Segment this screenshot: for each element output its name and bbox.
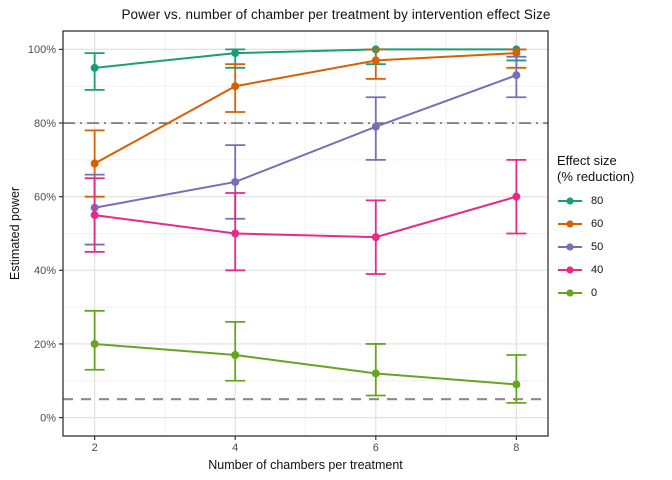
legend-key-point bbox=[566, 220, 574, 228]
legend-label: 60 bbox=[591, 218, 604, 230]
legend-title-line1: Effect size bbox=[557, 153, 617, 168]
series-line-0 bbox=[94, 342, 517, 386]
data-point-50 bbox=[512, 71, 521, 80]
y-tick-label: 60% bbox=[34, 191, 56, 203]
data-point-80 bbox=[90, 63, 99, 72]
legend-item-50: 50 bbox=[557, 240, 669, 254]
data-point-60 bbox=[231, 82, 240, 91]
chart-title: Power vs. number of chamber per treatmen… bbox=[121, 7, 551, 22]
panel-border bbox=[62, 30, 549, 437]
y-tick-label: 100% bbox=[28, 44, 56, 56]
legend-key-icon bbox=[558, 243, 582, 251]
y-tick-label: 40% bbox=[34, 265, 56, 277]
x-axis-title: Number of chambers per treatment bbox=[208, 458, 403, 472]
legend-title-line2: (% reduction) bbox=[557, 169, 635, 184]
data-point-50 bbox=[371, 122, 380, 131]
legend-key-icon bbox=[558, 266, 582, 274]
data-point-80 bbox=[231, 49, 240, 58]
legend: Effect size (% reduction) 80 60 50 40 0 bbox=[557, 153, 669, 309]
legend-label: 0 bbox=[591, 287, 598, 299]
y-tick-label: 80% bbox=[34, 118, 56, 130]
data-point-0 bbox=[231, 351, 240, 359]
legend-item-0: 0 bbox=[557, 286, 669, 300]
data-point-40 bbox=[90, 211, 99, 220]
legend-item-80: 80 bbox=[557, 194, 669, 208]
data-point-0 bbox=[512, 380, 521, 389]
data-point-0 bbox=[371, 369, 380, 378]
data-point-40 bbox=[512, 192, 521, 201]
legend-label: 40 bbox=[591, 264, 604, 276]
legend-label: 50 bbox=[591, 241, 604, 253]
data-point-60 bbox=[512, 49, 521, 58]
legend-title: Effect size (% reduction) bbox=[557, 153, 669, 185]
x-tick-label: 2 bbox=[92, 442, 98, 454]
series-line-60 bbox=[94, 52, 517, 165]
legend-key-icon bbox=[558, 289, 582, 297]
legend-key-icon bbox=[558, 220, 582, 228]
legend-key-point bbox=[566, 197, 574, 205]
series-line-40 bbox=[94, 195, 517, 239]
legend-item-60: 60 bbox=[557, 217, 669, 231]
legend-items: 80 60 50 40 0 bbox=[557, 194, 669, 300]
x-tick-label: 8 bbox=[513, 442, 519, 454]
series-line-50 bbox=[94, 74, 517, 209]
data-point-0 bbox=[90, 339, 99, 348]
data-point-60 bbox=[371, 56, 380, 65]
series-line-80 bbox=[94, 48, 517, 69]
legend-item-40: 40 bbox=[557, 263, 669, 277]
x-tick-label: 4 bbox=[232, 442, 238, 454]
data-point-40 bbox=[371, 233, 380, 242]
legend-key-point bbox=[566, 289, 574, 297]
legend-key-point bbox=[566, 266, 574, 274]
data-point-50 bbox=[231, 177, 240, 186]
legend-label: 80 bbox=[591, 195, 604, 207]
data-point-40 bbox=[231, 229, 240, 238]
data-point-60 bbox=[90, 159, 99, 168]
x-tick-label: 6 bbox=[373, 442, 379, 454]
y-tick-label: 20% bbox=[34, 339, 56, 351]
y-tick-label: 0% bbox=[40, 412, 56, 424]
legend-key-point bbox=[566, 243, 574, 251]
legend-key-icon bbox=[558, 197, 582, 205]
y-axis-title: Estimated power bbox=[8, 186, 22, 280]
